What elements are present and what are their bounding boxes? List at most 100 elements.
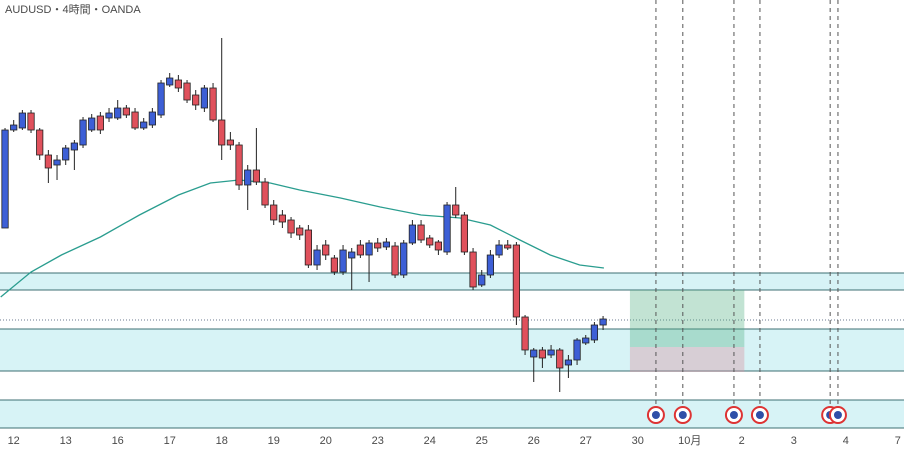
event-icon-core [729, 411, 738, 419]
candle-body [62, 147, 70, 161]
x-tick-label: 20 [320, 435, 332, 447]
event-icon-core [678, 411, 687, 419]
x-tick-label: 27 [580, 435, 592, 447]
candle-body [192, 94, 200, 106]
candle-body [521, 316, 529, 351]
candle-body [469, 251, 477, 288]
candle-body [166, 77, 174, 86]
x-tick-label: 13 [60, 435, 72, 447]
x-tick-label: 3 [791, 435, 797, 447]
x-tick-label: 17 [164, 435, 176, 447]
zone [0, 273, 904, 290]
candle-body [417, 224, 425, 241]
axis-area [0, 430, 904, 452]
x-tick-label: 4 [843, 435, 849, 447]
candle-body [599, 318, 607, 326]
moving-average [0, 179, 604, 298]
candle-body [426, 237, 434, 246]
candle-body [512, 244, 520, 318]
candle-body [157, 82, 165, 116]
candle-body [140, 121, 148, 129]
position-target [629, 290, 745, 347]
candle-body [1, 129, 9, 229]
candle-body [400, 242, 408, 276]
candle-body [564, 359, 573, 366]
event-icon-core [755, 411, 764, 419]
candle-body [348, 251, 356, 259]
x-tick-label: 24 [424, 435, 436, 447]
candle-body [18, 112, 26, 129]
candle-body [365, 242, 373, 256]
candle-body [10, 124, 18, 131]
candle-body [408, 224, 416, 244]
candle-body [252, 169, 260, 183]
candle-body [261, 181, 269, 206]
candle-body [486, 254, 494, 276]
candle-body [313, 249, 321, 266]
position-stop [629, 347, 745, 372]
candle-body [122, 107, 130, 116]
candle-body [452, 204, 460, 216]
candle-body [374, 242, 382, 249]
candle-body [200, 87, 208, 109]
x-tick-label: 19 [268, 435, 280, 447]
candle-body [70, 142, 78, 151]
candle-body [36, 129, 44, 156]
candle-body [356, 244, 364, 256]
candle-body [538, 349, 547, 359]
candle-body [27, 112, 35, 131]
candle-body [79, 119, 87, 146]
candle-body [391, 245, 399, 276]
candle-body [96, 115, 104, 131]
x-tick-label: 10月 [678, 435, 701, 447]
x-tick-label: 26 [528, 435, 540, 447]
x-tick-label: 18 [216, 435, 228, 447]
candle-body [209, 87, 217, 121]
candle-body [270, 204, 278, 221]
x-tick-label: 7 [895, 435, 901, 447]
candle-body [504, 244, 512, 249]
x-tick-label: 12 [8, 435, 20, 447]
candle-body [322, 244, 330, 256]
candle-body [443, 204, 451, 253]
candle-body [287, 219, 295, 234]
candle-body [330, 257, 338, 273]
candle-body [296, 227, 304, 236]
zone [0, 329, 904, 371]
candle-body [382, 241, 390, 248]
candle-body [530, 349, 538, 358]
x-tick-label: 25 [476, 435, 488, 447]
x-tick-label: 2 [739, 435, 745, 447]
candle-body [434, 241, 442, 251]
candle-body [174, 79, 182, 89]
event-icon-core [833, 411, 842, 419]
candle-body [556, 349, 564, 369]
candle-body [183, 82, 191, 101]
candle-body [88, 117, 96, 131]
candle-body [235, 144, 243, 186]
candle-body [590, 324, 599, 341]
candle-body [460, 214, 468, 253]
candle-body [547, 349, 555, 356]
candle-body [114, 107, 122, 119]
candle-body [582, 337, 590, 344]
chart-title: AUDUSD・4時間・OANDA [5, 3, 141, 16]
event-icon-core [651, 411, 660, 419]
x-tick-label: 30 [632, 435, 644, 447]
candle-body [218, 119, 226, 146]
candle-body [278, 214, 286, 223]
candle-body [44, 154, 52, 169]
candle-body [131, 111, 139, 129]
candle-body [226, 139, 234, 146]
candle-body [304, 229, 312, 266]
x-tick-label: 16 [112, 435, 124, 447]
candle-body [53, 159, 61, 166]
candle-body [105, 112, 113, 119]
candle-body [495, 244, 503, 256]
candle-body [244, 169, 252, 186]
candle-body [339, 249, 347, 273]
candle-body [148, 111, 156, 126]
